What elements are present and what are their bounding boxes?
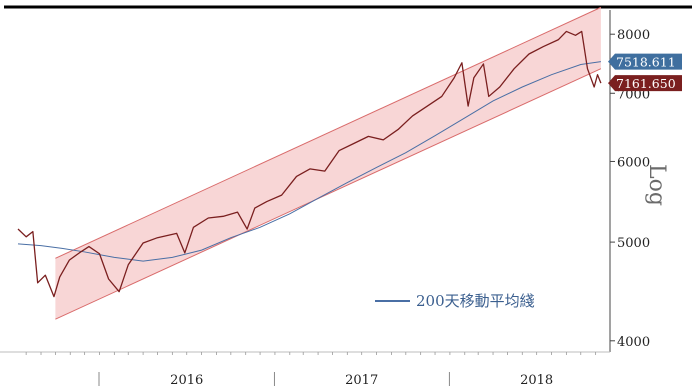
y-axis-title: Log (644, 164, 669, 206)
value-label-text: 7161.650 (616, 76, 676, 91)
value-labels: 7518.611 7161.650 (608, 53, 682, 92)
value-label-text: 7518.611 (616, 55, 676, 70)
x-tick-label: 2018 (520, 373, 553, 388)
y-tick-label: 4000 (617, 335, 650, 350)
legend[interactable]: 200天移動平均綫 (375, 292, 535, 310)
channel-upper-line (55, 6, 602, 259)
legend-label: 200天移動平均綫 (416, 292, 535, 310)
y-tick-label: 8000 (617, 28, 650, 43)
price-line (17, 30, 602, 298)
channel-lower-line (55, 68, 602, 320)
x-tick-label: 2016 (170, 373, 203, 388)
trend-channel (55, 6, 602, 320)
value-label-box (608, 75, 682, 92)
value-label-box (608, 53, 682, 70)
y-tick-label: 6000 (617, 155, 650, 170)
price-layer (17, 30, 602, 298)
x-tick-label: 2017 (345, 373, 378, 388)
channel-band (55, 7, 601, 320)
y-tick-label: 5000 (617, 236, 650, 251)
